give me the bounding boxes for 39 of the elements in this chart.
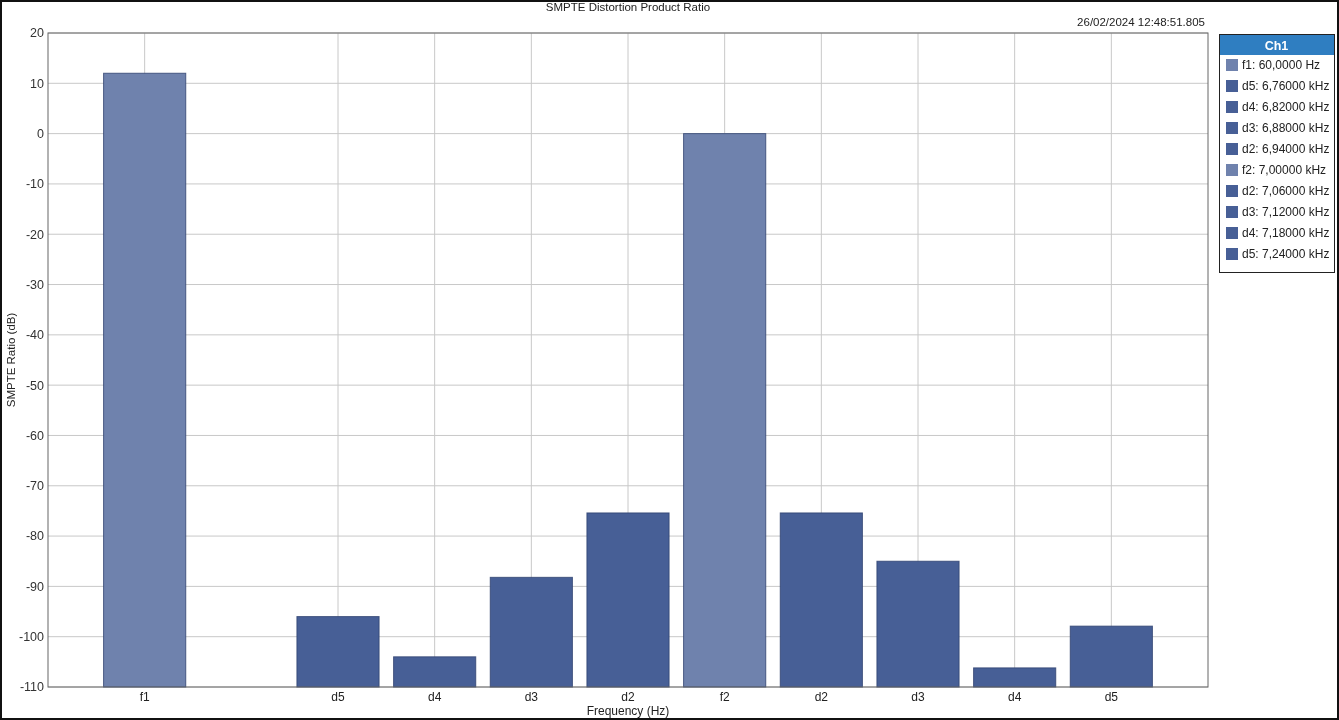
x-tick-label: d3 xyxy=(911,690,925,704)
x-tick-label: d4 xyxy=(1007,690,1022,704)
y-tick-label: -50 xyxy=(25,378,45,393)
legend-label: d4: 7,18000 kHz xyxy=(1242,226,1330,241)
y-tick-label: -90 xyxy=(25,579,45,594)
chart-title: SMPTE Distortion Product Ratio xyxy=(545,1,711,13)
x-tick-label: f1 xyxy=(139,690,150,704)
y-tick-label: -80 xyxy=(25,529,45,544)
y-tick-label: 10 xyxy=(30,76,45,91)
x-tick-label: d3 xyxy=(524,690,539,704)
legend-label: d2: 6,94000 kHz xyxy=(1242,142,1330,157)
legend-label: d5: 7,24000 kHz xyxy=(1242,247,1330,262)
y-tick-label: -100 xyxy=(18,630,45,645)
x-tick-label: f2 xyxy=(719,690,730,704)
text: 26/02/2024 12:48:51.805 xyxy=(1077,16,1205,28)
legend-label: d2: 7,06000 kHz xyxy=(1242,184,1330,199)
legend-label: f1: 60,0000 Hz xyxy=(1242,58,1321,73)
legend-label: d5: 6,76000 kHz xyxy=(1242,79,1330,94)
legend-label: d3: 6,88000 kHz xyxy=(1242,121,1330,136)
legend-label: d3: 7,12000 kHz xyxy=(1242,205,1330,220)
y-tick-label: -60 xyxy=(25,428,45,443)
legend-label: d4: 6,82000 kHz xyxy=(1242,100,1330,115)
y-tick-label: 20 xyxy=(30,26,45,41)
y-tick-label: 0 xyxy=(37,126,45,141)
x-tick-label: d2 xyxy=(814,690,829,704)
y-tick-label: -10 xyxy=(25,177,45,192)
legend-label: f2: 7,00000 kHz xyxy=(1242,163,1327,178)
x-tick-label: d5 xyxy=(1104,690,1119,704)
x-tick-label: d5 xyxy=(331,690,345,704)
x-tick-label: d2 xyxy=(621,690,635,704)
x-tick-label: d4 xyxy=(427,690,442,704)
y-axis-title: SMPTE Ratio (dB) xyxy=(5,312,17,408)
y-tick-label: -20 xyxy=(25,227,45,242)
y-tick-label: -40 xyxy=(25,328,45,343)
legend-title: Ch1 xyxy=(1264,38,1289,53)
y-tick-label: -110 xyxy=(19,680,45,695)
y-tick-label: -30 xyxy=(25,277,45,292)
x-axis-title: Frequency (Hz) xyxy=(586,704,670,718)
y-tick-label: -70 xyxy=(25,479,45,494)
